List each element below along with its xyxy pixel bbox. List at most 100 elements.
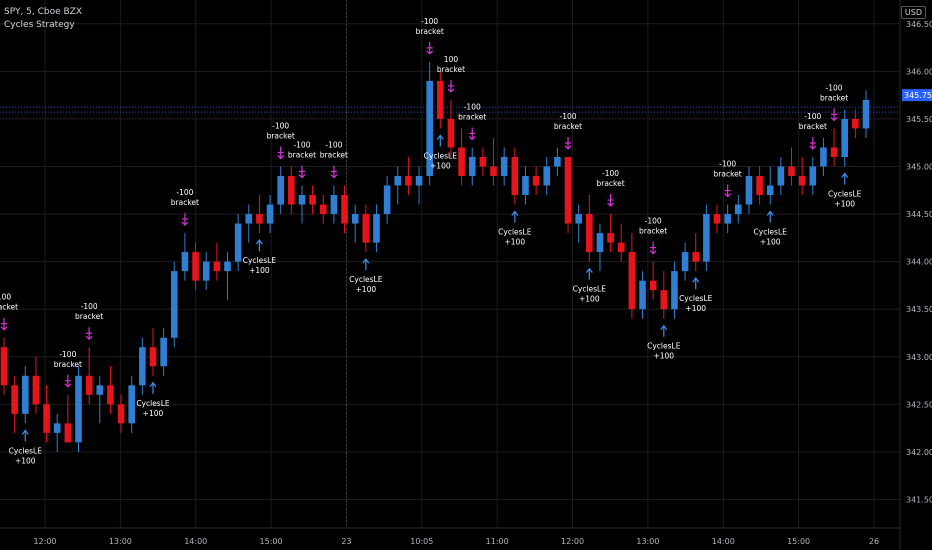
candle-body <box>139 347 146 386</box>
buy-signal-label: CyclesLE <box>828 189 862 198</box>
buy-arrow-icon <box>585 267 593 280</box>
buy-arrow-icon <box>436 134 444 147</box>
sell-signal-label: bracket <box>714 170 742 179</box>
candle-body <box>245 214 253 224</box>
sell-arrow-icon <box>64 374 72 388</box>
buy-arrow-icon <box>841 172 849 185</box>
buy-signal-label: +100 <box>143 409 164 418</box>
candle-body <box>256 214 263 224</box>
x-tick-label: 26 <box>869 537 879 546</box>
sell-signal-label: bracket <box>54 360 82 369</box>
sell-signal-label: -100 <box>826 83 843 92</box>
sell-signal-label: bracket <box>458 112 486 121</box>
sell-signal-label: -100 <box>81 302 98 311</box>
candle-body <box>649 280 657 291</box>
candle-body <box>756 176 763 196</box>
buy-signal-label: CyclesLE <box>136 399 170 408</box>
candle-body <box>586 214 593 253</box>
candle-body <box>830 147 838 157</box>
sell-signal-label: 100 <box>444 55 459 64</box>
buy-signal-label: +100 <box>15 456 36 465</box>
sell-signal-label: -100 <box>293 141 310 150</box>
candle-body <box>841 118 849 157</box>
sell-signal-label: -100 <box>645 217 662 226</box>
x-tick-label: 12:00 <box>561 537 584 546</box>
y-tick-label: 344.00 <box>906 258 932 267</box>
sell-arrow-icon <box>724 184 732 198</box>
currency-badge[interactable]: USD <box>900 6 926 19</box>
x-tick-label: 11:00 <box>486 537 509 546</box>
candle-body <box>298 195 306 205</box>
buy-signal-label: CyclesLE <box>243 256 277 265</box>
candle-body <box>852 118 859 129</box>
sell-signal-label: bracket <box>288 151 316 160</box>
candle-body <box>543 166 551 186</box>
y-tick-label: 345.00 <box>906 162 932 171</box>
candle-body <box>426 80 433 176</box>
sell-signal-label: 100 <box>0 293 11 302</box>
sell-signal-label: bracket <box>267 131 295 140</box>
x-tick-label: 23 <box>341 537 351 546</box>
sell-signal-label: bracket <box>75 312 103 321</box>
candle-body <box>319 204 327 215</box>
buy-signal-label: +100 <box>249 266 270 275</box>
buy-signal-label: CyclesLE <box>647 342 681 351</box>
candle-body <box>362 214 370 243</box>
x-tick-label: 15:00 <box>787 537 810 546</box>
candle-body <box>43 404 50 433</box>
candle-body <box>213 261 221 272</box>
sell-arrow-icon <box>277 146 285 160</box>
x-tick-label: 13:00 <box>109 537 132 546</box>
sell-arrow-icon <box>809 136 817 150</box>
sell-signal-label: -100 <box>176 188 193 197</box>
candle-body <box>96 385 104 395</box>
sell-signal-label: -100 <box>421 17 438 26</box>
candle-body <box>660 290 668 310</box>
candle-body <box>724 214 731 224</box>
candle-body <box>639 280 646 310</box>
candle-body <box>330 195 338 215</box>
candle-body <box>0 347 8 386</box>
buy-signal-label: +100 <box>579 295 600 304</box>
candle-body <box>11 385 18 414</box>
sell-signal-label: -100 <box>560 112 577 121</box>
y-tick-label: 346.50 <box>906 20 932 29</box>
sell-arrow-icon <box>649 241 657 255</box>
candle-body <box>532 176 540 186</box>
sell-arrow-icon <box>0 317 8 331</box>
buy-arrow-icon <box>766 210 774 223</box>
sell-signal-label: -100 <box>719 160 736 169</box>
sell-signal-label: bracket <box>799 122 827 131</box>
sell-arrow-icon <box>447 79 455 93</box>
buy-signal-label: +100 <box>505 238 526 247</box>
buy-arrow-icon <box>255 239 263 252</box>
y-tick-label: 342.00 <box>906 448 932 457</box>
x-tick-label: 14:00 <box>184 537 207 546</box>
candle-body <box>234 223 242 262</box>
candle-body <box>288 176 295 205</box>
candle-body <box>437 80 444 119</box>
buy-signal-label: CyclesLE <box>498 228 532 237</box>
candle-body <box>383 185 391 215</box>
x-tick-label: 13:00 <box>636 537 659 546</box>
buy-signal-label: CyclesLE <box>679 294 713 303</box>
last-price-label: 345.75 <box>904 91 932 100</box>
candle-body <box>117 404 125 424</box>
buy-arrow-icon <box>149 381 157 394</box>
sell-signal-label: bracket <box>171 198 199 207</box>
candles <box>0 61 870 452</box>
sell-signal-label: bracket <box>0 303 18 312</box>
candle-body <box>341 195 348 224</box>
candle-body <box>628 252 636 310</box>
buy-arrow-icon <box>692 277 700 290</box>
candle-body <box>192 252 199 281</box>
candle-body <box>862 99 870 129</box>
candle-body <box>53 423 61 433</box>
sell-arrow-icon <box>607 194 615 207</box>
candle-body <box>160 337 167 367</box>
buy-signal-label: +100 <box>834 199 855 208</box>
sell-arrow-icon <box>181 213 189 226</box>
candle-body <box>373 214 380 243</box>
candle-body <box>128 385 136 424</box>
